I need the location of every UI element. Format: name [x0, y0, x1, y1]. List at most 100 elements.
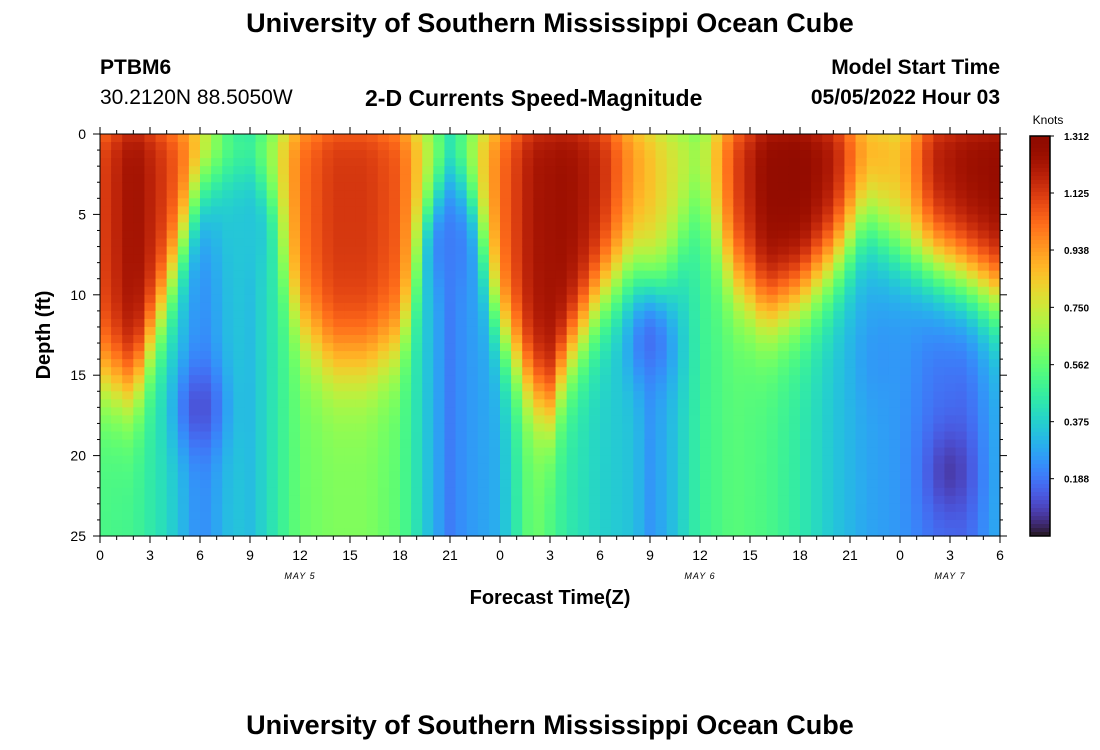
heatmap-cell	[711, 198, 723, 207]
heatmap-cell	[611, 447, 623, 457]
heatmap-cell	[777, 310, 790, 320]
heatmap-cell	[988, 150, 1001, 159]
heatmap-cell	[433, 182, 446, 191]
heatmap-cell	[300, 359, 312, 368]
heatmap-cell	[888, 158, 901, 167]
heatmap-cell	[755, 407, 768, 416]
heatmap-cell	[544, 471, 557, 481]
heatmap-cell	[877, 439, 890, 449]
heatmap-cell	[522, 278, 534, 288]
heatmap-cell	[588, 302, 601, 312]
heatmap-cell	[377, 182, 390, 191]
heatmap-cell	[711, 447, 723, 457]
heatmap-cell	[544, 343, 557, 352]
heatmap-cell	[222, 343, 234, 352]
heatmap-cell	[288, 230, 301, 240]
heatmap-cell	[344, 415, 357, 425]
heatmap-cell	[211, 310, 223, 320]
heatmap-cell	[655, 463, 668, 473]
heatmap-cell	[266, 463, 279, 473]
heatmap-cell	[688, 439, 701, 449]
heatmap-cell	[844, 439, 857, 449]
heatmap-cell	[988, 310, 1001, 320]
heatmap-cell	[900, 351, 912, 360]
heatmap-cell	[333, 174, 346, 183]
heatmap-cell	[188, 415, 201, 425]
heatmap-cell	[300, 230, 312, 240]
heatmap-cell	[300, 190, 312, 199]
heatmap-cell	[266, 367, 279, 376]
heatmap-cell	[744, 222, 757, 232]
heatmap-cell	[377, 254, 390, 264]
heatmap-cell	[577, 238, 590, 248]
heatmap-cell	[877, 326, 890, 336]
heatmap-cell	[977, 399, 990, 408]
heatmap-cell	[433, 174, 446, 183]
heatmap-cell	[111, 375, 123, 384]
heatmap-cell	[511, 214, 523, 224]
heatmap-cell	[866, 150, 879, 159]
colorbar-segment	[1030, 496, 1050, 501]
heatmap-cell	[100, 359, 112, 368]
heatmap-cell	[677, 166, 690, 175]
heatmap-cell	[311, 190, 323, 199]
heatmap-cell	[155, 174, 168, 183]
heatmap-cell	[511, 447, 523, 457]
heatmap-cell	[844, 463, 857, 473]
heatmap-cell	[933, 206, 946, 215]
heatmap-cell	[144, 359, 157, 368]
heatmap-cell	[644, 359, 657, 368]
heatmap-cell	[144, 254, 157, 264]
heatmap-cell	[377, 359, 390, 368]
heatmap-cell	[855, 222, 868, 232]
heatmap-cell	[377, 487, 390, 497]
heatmap-cell	[566, 351, 579, 360]
heatmap-cell	[644, 190, 657, 199]
heatmap-cell	[455, 294, 468, 304]
colorbar-segment	[1030, 396, 1050, 401]
heatmap-cell	[577, 479, 590, 489]
heatmap-cell	[255, 447, 268, 457]
heatmap-cell	[266, 495, 279, 505]
heatmap-cell	[777, 278, 790, 288]
heatmap-cell	[766, 310, 779, 320]
heatmap-cell	[411, 335, 423, 344]
heatmap-cell	[655, 503, 668, 513]
heatmap-cell	[811, 431, 823, 441]
heatmap-cell	[788, 182, 801, 191]
heatmap-cell	[955, 286, 968, 296]
heatmap-cell	[233, 262, 246, 272]
heatmap-cell	[222, 166, 234, 175]
heatmap-cell	[677, 471, 690, 481]
heatmap-cell	[877, 182, 890, 191]
heatmap-cell	[444, 375, 457, 384]
heatmap-cell	[522, 527, 534, 537]
heatmap-cell	[800, 198, 812, 207]
colorbar-segment	[1030, 272, 1050, 277]
colorbar-segment	[1030, 444, 1050, 449]
heatmap-cell	[755, 206, 768, 215]
heatmap-cell	[300, 383, 312, 392]
heatmap-cell	[833, 343, 846, 352]
heatmap-cell	[233, 343, 246, 352]
heatmap-cell	[644, 503, 657, 513]
heatmap-cell	[333, 158, 346, 167]
heatmap-cell	[355, 238, 368, 248]
heatmap-cell	[744, 495, 757, 505]
heatmap-cell	[944, 302, 957, 312]
heatmap-cell	[733, 383, 746, 392]
heatmap-cell	[644, 343, 657, 352]
heatmap-cell	[977, 391, 990, 400]
heatmap-cell	[177, 487, 190, 497]
heatmap-cell	[833, 455, 846, 465]
heatmap-cell	[233, 383, 246, 392]
heatmap-cell	[700, 367, 712, 376]
heatmap-cell	[277, 158, 290, 167]
heatmap-cell	[855, 246, 868, 256]
heatmap-cell	[211, 503, 223, 513]
heatmap-cell	[666, 455, 679, 465]
heatmap-cell	[200, 503, 212, 513]
heatmap-cell	[866, 527, 879, 537]
heatmap-cell	[711, 383, 723, 392]
heatmap-cell	[755, 286, 768, 296]
